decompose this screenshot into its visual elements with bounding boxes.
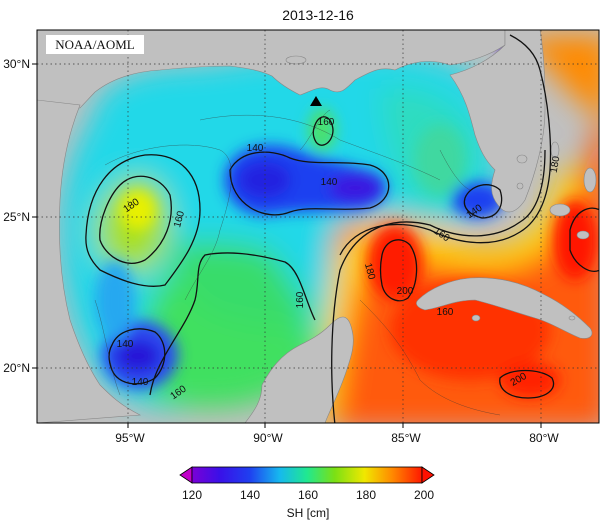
colorbar-tick: 160 — [298, 488, 318, 502]
lon-tick-label: 85°W — [391, 431, 421, 445]
colorbar-tick: 140 — [240, 488, 260, 502]
contour-label: 140 — [132, 377, 149, 388]
contour-label: 140 — [247, 143, 264, 154]
contour-200-southeast — [499, 369, 555, 399]
contour-label: 140 — [321, 177, 338, 188]
contour-label: 160 — [295, 291, 306, 308]
contour-160-loop — [331, 149, 546, 423]
contour-label: 140 — [117, 339, 134, 350]
lon-tick-label: 90°W — [253, 431, 283, 445]
longitude-labels: 95°W 90°W 85°W 80°W — [115, 431, 559, 445]
contour-160-south — [149, 252, 316, 396]
graticule — [37, 30, 599, 423]
map-plot-area — [37, 30, 599, 423]
lon-tick-label: 80°W — [529, 431, 559, 445]
contour-200-east — [569, 207, 599, 272]
colorbar-gradient — [191, 466, 423, 484]
contour-200-eddy — [379, 239, 418, 302]
colorbar-high-arrow — [421, 466, 435, 484]
contour-label: 180 — [549, 155, 563, 174]
contour-180-loop — [339, 34, 552, 256]
contour-label: 160 — [318, 117, 335, 128]
colorbar-low-arrow — [179, 466, 193, 484]
land-masses — [37, 30, 597, 423]
contour-160-north — [312, 116, 334, 146]
contour-140-florida — [463, 184, 503, 219]
colorbar-tick: 120 — [182, 488, 202, 502]
contour-label: 200 — [397, 286, 414, 297]
credit-label: NOAA/AOML — [55, 37, 135, 52]
colorbar-tick: 180 — [356, 488, 376, 502]
contour-180-west — [99, 175, 172, 264]
contour-140-central — [229, 151, 390, 216]
contour-160-west — [85, 154, 201, 287]
credit-box — [46, 35, 144, 54]
colorbar-label: SH [cm] — [287, 506, 330, 520]
map-title: 2013-12-16 — [282, 7, 354, 23]
contour-label: 160 — [172, 209, 187, 228]
plot-border — [36, 29, 600, 424]
lat-tick-label: 25°N — [3, 210, 30, 224]
colorbar: 120 140 160 180 200 SH [cm] — [179, 466, 435, 520]
lat-tick-label: 20°N — [3, 361, 30, 375]
minor-contour-lines — [94, 109, 501, 416]
lat-tick-label: 30°N — [3, 57, 30, 71]
axis-ticks — [32, 63, 542, 428]
contour-label: 180 — [362, 262, 377, 281]
buoy-marker-triangle-icon — [310, 96, 322, 106]
colorbar-tick: 200 — [414, 488, 434, 502]
lon-tick-label: 95°W — [115, 431, 145, 445]
latitude-labels: 30°N 25°N 20°N — [3, 57, 30, 375]
contour-label: 160 — [437, 307, 454, 318]
contour-lines — [85, 34, 599, 423]
